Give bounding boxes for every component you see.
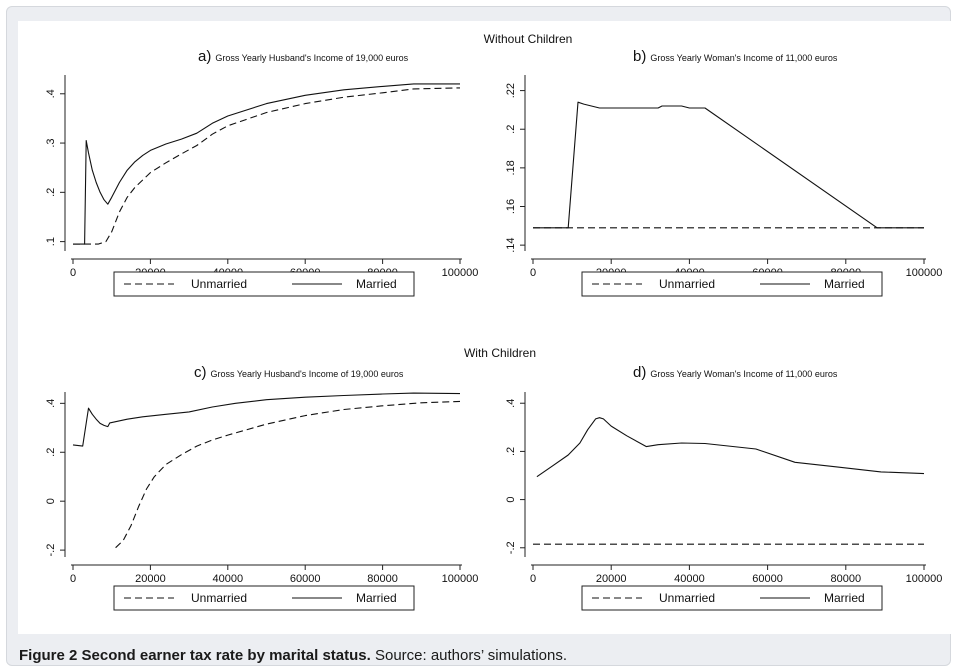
x-tick-label-d: 20000 <box>596 573 627 585</box>
legend-label-married-a: Married <box>356 277 397 291</box>
x-tick-label-d: 40000 <box>674 573 705 585</box>
y-tick-label-d: .4 <box>505 399 517 408</box>
panel-subtitle-d: Gross Yearly Woman's Income of 11,000 eu… <box>650 369 837 379</box>
legend-label-unmarried-b: Unmarried <box>659 277 715 291</box>
caption-source: Source: authors’ simulations. <box>374 647 568 664</box>
panel-title-b: b) Gross Yearly Woman's Income of 11,000 … <box>633 48 838 65</box>
figure-caption: Figure 2 Second earner tax rate by marit… <box>19 647 567 664</box>
series-line-c-married <box>72 392 461 447</box>
legend-label-married-c: Married <box>356 591 397 605</box>
y-tick-label-b: .2 <box>505 125 517 134</box>
y-tick-label-c: .2 <box>45 448 57 457</box>
y-tick-label-c: -.2 <box>45 544 57 557</box>
y-tick-label-d: -.2 <box>505 541 517 554</box>
y-tick-label-c: .4 <box>45 399 57 408</box>
x-tick-label-d: 100000 <box>906 573 943 585</box>
legend-label-unmarried-d: Unmarried <box>659 591 715 605</box>
panel-c: c) Gross Yearly Husband's Income of 19,00… <box>45 364 479 611</box>
y-tick-label-b: .22 <box>505 83 517 98</box>
y-tick-label-c: 0 <box>45 498 57 504</box>
panel-letter-a: a) <box>198 48 211 65</box>
y-tick-label-a: .4 <box>45 89 57 98</box>
panel-subtitle-b: Gross Yearly Woman's Income of 11,000 eu… <box>650 53 837 63</box>
x-tick-label-c: 80000 <box>367 573 398 585</box>
figure-frame: Without Children With Children a) Gross Y… <box>6 6 955 666</box>
panel-letter-c: c) <box>194 364 207 381</box>
y-tick-label-b: .14 <box>505 237 517 252</box>
x-tick-label-c: 20000 <box>135 573 166 585</box>
series-line-b-married <box>533 101 924 229</box>
legend-label-unmarried-c: Unmarried <box>191 591 247 605</box>
y-tick-label-a: .1 <box>45 237 57 246</box>
x-tick-label-d: 0 <box>530 573 536 585</box>
x-tick-label-a: 0 <box>70 267 76 279</box>
panel-letter-d: d) <box>633 364 646 381</box>
series-line-d-married <box>536 417 925 478</box>
x-tick-label-c: 100000 <box>442 573 479 585</box>
panel-d: d) Gross Yearly Woman's Income of 11,000 … <box>505 364 943 611</box>
panel-subtitle-a: Gross Yearly Husband's Income of 19,000 … <box>215 53 408 63</box>
y-tick-label-b: .16 <box>505 199 517 214</box>
y-tick-label-d: .2 <box>505 447 517 456</box>
x-tick-label-d: 60000 <box>752 573 783 585</box>
series-line-a-unmarried <box>73 87 461 245</box>
legend-label-married-d: Married <box>824 591 865 605</box>
x-tick-label-a: 100000 <box>442 267 479 279</box>
panel-title-a: a) Gross Yearly Husband's Income of 19,00… <box>198 48 409 65</box>
panel-title-d: d) Gross Yearly Woman's Income of 11,000 … <box>633 364 838 381</box>
y-tick-label-a: .2 <box>45 188 57 197</box>
legend-label-unmarried-a: Unmarried <box>191 277 247 291</box>
panel-a: a) Gross Yearly Husband's Income of 19,00… <box>45 48 479 297</box>
x-tick-label-b: 0 <box>530 267 536 279</box>
panel-subtitle-c: Gross Yearly Husband's Income of 19,000 … <box>211 369 404 379</box>
x-tick-label-c: 60000 <box>290 573 321 585</box>
legend-label-married-b: Married <box>824 277 865 291</box>
x-tick-label-c: 40000 <box>213 573 244 585</box>
series-line-a-married <box>73 83 460 245</box>
y-tick-label-a: .3 <box>45 138 57 147</box>
caption-label: Figure 2 Second earner tax rate by marit… <box>19 647 371 664</box>
charts-svg: Without Children With Children a) Gross Y… <box>45 32 943 611</box>
x-tick-label-b: 100000 <box>906 267 943 279</box>
panel-b: b) Gross Yearly Woman's Income of 11,000 … <box>505 48 943 297</box>
y-tick-label-d: 0 <box>505 497 517 503</box>
panel-letter-b: b) <box>633 48 646 65</box>
panel-title-c: c) Gross Yearly Husband's Income of 19,00… <box>194 364 404 381</box>
section-title-without-children: Without Children <box>484 32 573 46</box>
x-tick-label-c: 0 <box>70 573 76 585</box>
x-tick-label-d: 80000 <box>831 573 862 585</box>
y-tick-label-b: .18 <box>505 160 517 175</box>
series-line-c-unmarried <box>115 400 461 549</box>
figure-panel: Without Children With Children a) Gross Y… <box>18 21 955 634</box>
section-title-with-children: With Children <box>464 346 536 360</box>
